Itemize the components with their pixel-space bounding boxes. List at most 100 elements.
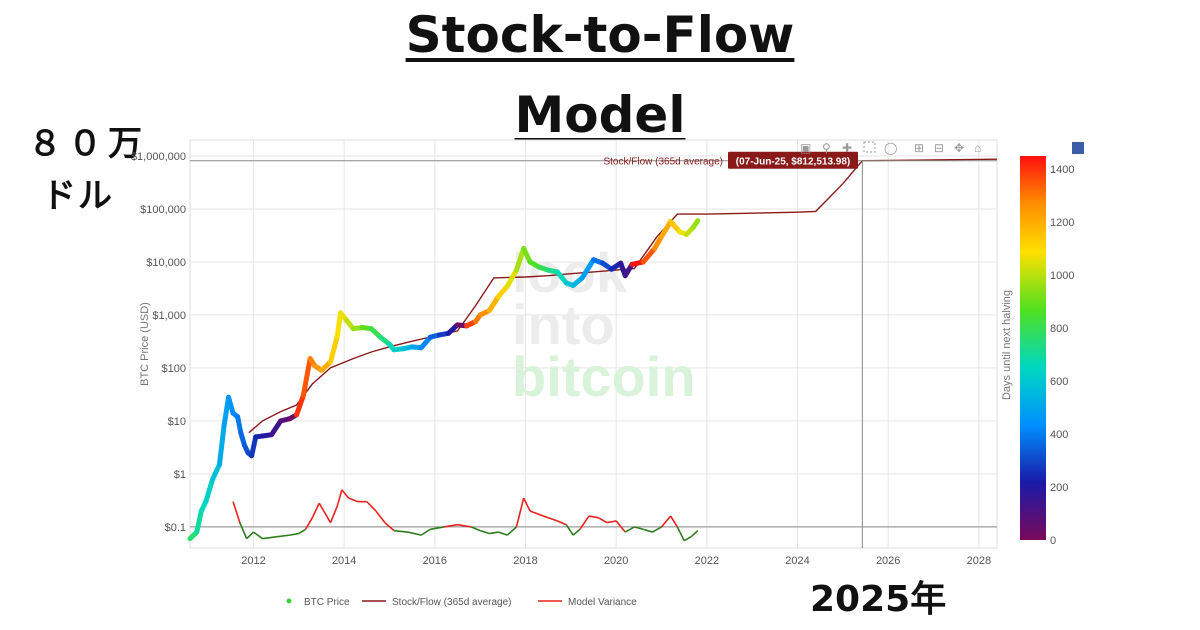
colorbar-title: Days until next halving [1001,290,1013,400]
pan-icon[interactable]: ✚ [842,141,852,155]
variance-segment [565,524,574,536]
variance-segment [253,531,264,540]
stock-flow-series [248,158,998,434]
x-tick-label: 2014 [332,555,356,567]
variance-segment [393,529,408,533]
y-tick-label: $10 [168,416,186,428]
variance-segment [634,526,644,531]
legend-label-btc-price: BTC Price [304,597,350,608]
y-tick-label: $100,000 [140,204,186,216]
btc-price-segment [226,394,236,416]
variance-segment [311,502,320,518]
y-tick-label: $1,000 [152,310,186,322]
variance-segment [652,526,662,533]
hover-tooltip: Stock/Flow (365d average) (07-Jun-25, $81… [190,151,997,548]
zoom-out-icon[interactable]: ⊟ [934,141,944,155]
variance-segment [470,526,481,532]
legend-label-model-variance: Model Variance [568,597,637,608]
price-annotation-line-2: ドル [42,176,114,216]
variance-segment [366,501,377,512]
home-icon[interactable]: ⌂ [974,141,981,155]
x-tick-label: 2020 [604,555,628,567]
variance-segment [498,531,508,536]
variance-segment [515,497,525,528]
variance-segment [262,536,277,540]
variance-segment [522,497,531,512]
variance-segment [556,520,567,526]
colorbar-tick-label: 0 [1050,535,1056,547]
variance-segment [329,505,339,524]
variance-segment [246,531,255,540]
camera-icon[interactable]: ▣ [800,141,811,155]
variance-segment [457,523,472,528]
btc-price-segment [300,356,313,399]
price-annotation-line-1: ８０万 [28,124,148,164]
btc-price-segment [328,333,340,365]
x-tick-label: 2016 [423,555,447,567]
plotly-logo-icon[interactable] [1072,142,1084,154]
y-tick-label: $100 [162,363,186,375]
btc-price-segment [210,462,222,482]
btc-price-segment [486,294,501,314]
colorbar-gradient [1020,156,1046,540]
zoom-icon[interactable]: ⚲ [822,141,831,155]
page-title-line-1: Stock-to-Flow [405,6,795,64]
btc-price-segment [334,310,344,339]
colorbar-tick-label: 200 [1050,482,1068,494]
x-tick-label: 2012 [241,555,265,567]
variance-segment [529,510,544,517]
y-tick-label: $0.1 [165,522,186,534]
autoscale-icon[interactable]: ✥ [954,141,964,155]
page-title-line-2: Model [514,86,686,144]
watermark-text: bitcoin [512,345,696,408]
zoom-in-icon[interactable]: ⊞ [914,141,924,155]
variance-segment [597,516,608,524]
btc-price-segment [269,418,284,438]
variance-segment [572,528,581,536]
variance-segment [579,515,590,530]
variance-segment [289,532,299,536]
btc-price-segment [513,245,527,273]
btc-price-segment [194,508,204,535]
chart-toolbar[interactable]: ▣ ⚲ ✚ ◯ ⊞ ⊟ ✥ ⌂ [800,141,1084,155]
lasso-icon[interactable]: ◯ [884,141,897,155]
watermark-text: look [512,241,628,304]
variance-segment [304,517,314,530]
variance-segment [375,510,386,524]
year-annotation: 2025年 [810,579,947,620]
box-select-icon[interactable] [863,141,876,153]
y-tick-label: $10,000 [146,257,186,269]
variance-segment [690,530,699,538]
btc-price-segment [235,414,244,436]
x-tick-label: 2018 [513,555,537,567]
watermark-text: into [512,293,615,356]
variance-segment [298,528,307,535]
legend: BTC Price Stock/Flow (365d average) Model … [286,597,637,608]
tooltip-value: (07-Jun-25, $812,513.98) [736,157,851,168]
legend-marker-btc-price [286,598,292,604]
variance-segment [318,502,325,512]
btc-price-segment [504,267,519,289]
variance-segment [323,510,332,524]
btc-price-segment [690,218,701,230]
x-tick-label: 2028 [967,555,991,567]
variance-segment [276,534,290,538]
variance-segment [420,528,431,536]
axes: 2012 2014 2016 2018 2020 2022 2024 2026 2028 $0.1… [131,151,991,567]
x-tick-label: 2024 [785,555,809,567]
colorbar-tick-label: 400 [1050,429,1068,441]
variance-segment [669,515,679,528]
variance-segment [660,515,672,528]
tooltip-box [728,151,858,169]
btc-price-segment [249,434,259,459]
stock-flow-line [248,158,998,434]
variance-segment [624,526,635,533]
variance-segment [407,531,422,536]
btc-price-segment [216,423,227,468]
variance-segment [443,523,458,528]
colorbar-tick-label: 800 [1050,323,1068,335]
variance-segment [506,526,517,536]
y-axis-title: BTC Price (USD) [139,302,151,386]
